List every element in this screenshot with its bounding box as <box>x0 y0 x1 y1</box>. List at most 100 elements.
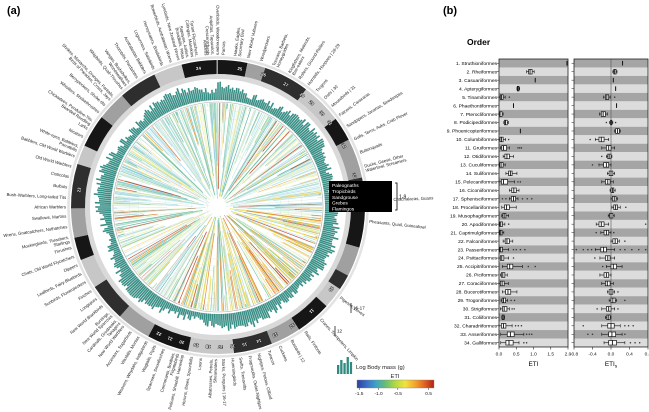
order-label: 4. Apterygiformes <box>459 86 498 92</box>
box-row <box>498 280 509 287</box>
clade-label: Bulbuls <box>53 183 68 190</box>
colorbar-tick-label: -1.5 <box>355 391 364 397</box>
clade-label: Toucans, Barbets,Honeyguides <box>271 33 293 68</box>
clade-label: Bustards | 12 <box>290 339 307 364</box>
box-row <box>501 196 533 202</box>
row-stripe <box>499 270 568 280</box>
box-row <box>498 136 510 143</box>
clade-label: Woodpeckers <box>259 35 271 62</box>
box-row <box>498 179 522 185</box>
box-row <box>502 238 514 244</box>
order-label: 29. Trogoniformes <box>458 298 498 304</box>
order-label: 21. Caprimulgiformes <box>451 230 498 236</box>
box-row <box>500 272 508 278</box>
colorbar-title: ETI <box>390 374 399 380</box>
order-label: 10. Columbiformes <box>456 137 498 143</box>
row-stripe <box>499 194 568 203</box>
legend: Log Body mass (g) ETI -1.5 -1.0 -0.5 0.5 <box>337 357 435 397</box>
clade-label: Swallows, Martins <box>32 214 67 221</box>
clade-label: Dippers <box>63 263 79 273</box>
box-row <box>607 170 615 176</box>
order-label: 14. Suliformes <box>466 171 498 177</box>
row-stripe <box>499 287 568 297</box>
row-stripe <box>499 296 568 305</box>
order-label: 20. Apodiformes <box>462 222 498 228</box>
order-labels: 1. Struthioniformes 2. Rheiformes 3. Casua… <box>447 61 498 347</box>
box-row <box>500 331 533 337</box>
row-stripe <box>499 279 568 288</box>
clade-label: Cisticolas <box>51 171 70 179</box>
box-row <box>502 263 536 270</box>
row-stripe <box>499 160 568 170</box>
ring-order-number: 10 <box>327 286 334 293</box>
row-stripe <box>499 219 568 229</box>
ring-order-number: 27 <box>283 81 290 88</box>
colorbar-tick-label: -1.0 <box>374 391 383 397</box>
x-tick-label: 1.5 <box>547 351 554 357</box>
boxplot-eti: 0.0 0.5 1.0 1.5 2.0 ETI <box>496 58 572 368</box>
order-label: 22. Falconiformes <box>458 239 497 245</box>
highlight-line: Paleognaths <box>332 183 359 189</box>
highlight-line: Tropicbirds <box>332 189 356 195</box>
box-row <box>500 145 523 151</box>
eti-colorbar <box>356 379 435 389</box>
order-label: 12. Otidiformes <box>464 154 498 160</box>
order-label: 33. Anseriformes <box>460 332 497 338</box>
body-mass-bars-icon <box>349 362 353 374</box>
paleognath-highlight-box: PaleognathsTropicbirdsSandgrouseGrebesFl… <box>329 181 406 213</box>
box-row <box>601 179 614 185</box>
order-label: 3. Casuariiformes <box>459 78 498 84</box>
clade-label: Parrots <box>221 41 227 55</box>
row-stripe <box>499 245 568 254</box>
clade-label: Old World Warblers <box>35 154 72 168</box>
highlight-line: Sandgrouse <box>332 195 358 201</box>
row-stripe <box>499 202 568 212</box>
ring-order-number: 31 <box>326 119 333 126</box>
ring-order-number: 17 <box>217 344 223 349</box>
body-mass-legend-label: Log Body mass (g) <box>356 365 405 371</box>
row-stripe <box>499 135 568 144</box>
order-label: 15. Pelecaniformes <box>455 180 497 186</box>
box-row <box>516 85 520 92</box>
row-stripe <box>499 101 568 110</box>
order-label: 6. Phaethontiformes <box>453 103 497 109</box>
row-stripe <box>499 152 568 161</box>
clade-label: Swifts, Treeswifts <box>238 357 248 391</box>
clade-label: Buttonquails <box>359 142 383 155</box>
clade-label: Albatrosses, Petrels,Shearwaters <box>207 359 218 399</box>
body-mass-bars-icon <box>343 363 346 374</box>
clade-label: African Warblers <box>34 204 66 209</box>
clade-label: Nicators <box>68 127 84 139</box>
panel-b-label: (b) <box>443 5 458 17</box>
highlight-range-label: 1-9 <box>399 195 406 201</box>
row-stripe <box>499 186 568 195</box>
box-row <box>608 297 626 304</box>
highlight-line: Grebes <box>332 201 348 207</box>
order-label: 8. Podicipediformes <box>454 120 498 126</box>
row-stripe <box>499 177 568 187</box>
x-tick-label: -0.4 <box>588 351 597 357</box>
order-label: 16. Ciconiiformes <box>459 188 497 194</box>
order-label: 24. Psittaciformes <box>458 256 497 262</box>
ring-order-number: 19 <box>193 342 199 348</box>
box-row <box>505 170 518 176</box>
clade-label: Turacos <box>267 349 277 365</box>
clade-label: Chickadees, Penduline-Tits,Bearded Reedl… <box>45 89 95 127</box>
ring-order-number: 23 <box>76 187 82 193</box>
row-stripe <box>499 143 568 153</box>
row-stripe <box>499 92 568 102</box>
row-stripe <box>499 338 568 347</box>
row-stripe <box>499 228 568 237</box>
clade-label: Sapayoa, Asities,Broadbills, Pittas <box>174 25 190 59</box>
box-row <box>502 153 514 160</box>
svg-text:16-17: 16-17 <box>353 306 365 311</box>
ring-order-number: 11 <box>308 308 315 315</box>
x-tick-label: 0.5 <box>513 351 520 357</box>
clade-label: Ducks, Geese, OtherWaterfowl, Screamers <box>364 153 407 173</box>
ring-order-number: 20 <box>178 339 185 345</box>
box-row <box>591 162 612 168</box>
order-segment-ring: 10 11 12 13 14 15 16 17 18 19 20 21 22 23 24 25 26 27 2829… <box>67 56 369 358</box>
order-label: 27. Coraciiformes <box>459 281 498 287</box>
box-row <box>500 306 515 312</box>
